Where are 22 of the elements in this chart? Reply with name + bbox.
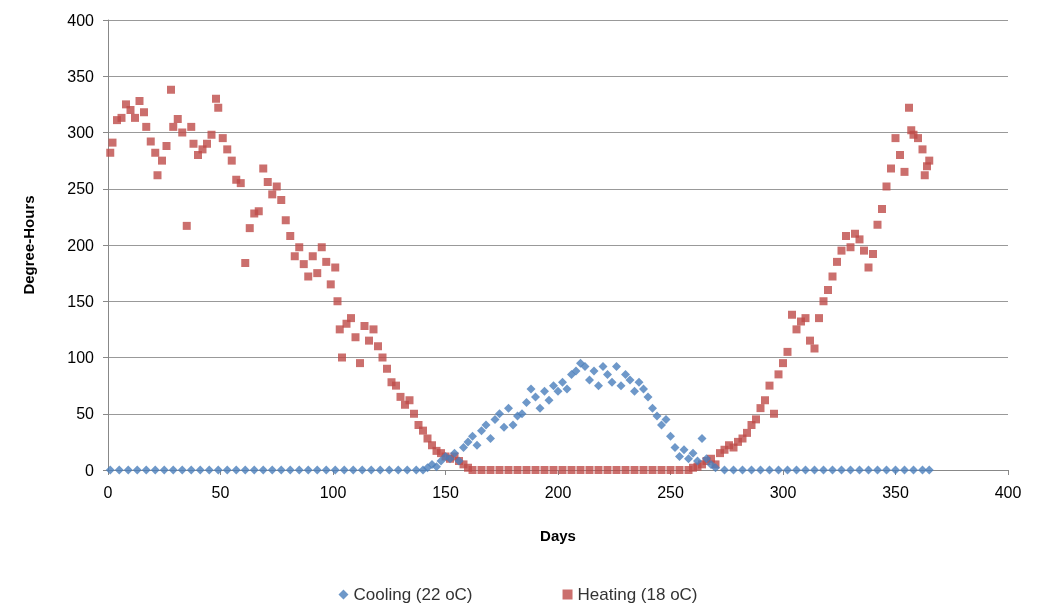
x-tick-label: 350 bbox=[882, 483, 909, 501]
x-tick-label: 50 bbox=[211, 483, 230, 501]
x-tick-label: 250 bbox=[657, 483, 684, 501]
legend-label: Cooling (22 oC) bbox=[353, 585, 473, 604]
y-tick-label: 100 bbox=[67, 349, 95, 366]
y-axis-title: Degree-Hours bbox=[20, 195, 37, 295]
y-tick-label: 400 bbox=[67, 11, 95, 29]
x-tick-label: 300 bbox=[769, 483, 797, 501]
y-tick-label: 250 bbox=[67, 180, 95, 198]
y-tick-label: 150 bbox=[67, 292, 95, 310]
y-tick-label: 0 bbox=[85, 461, 95, 479]
x-tick-label: 0 bbox=[103, 483, 113, 501]
x-tick-label: 200 bbox=[544, 483, 572, 501]
x-axis-title: Days bbox=[540, 527, 576, 544]
y-tick-label: 200 bbox=[67, 236, 95, 254]
legend-label: Heating (18 oC) bbox=[577, 585, 698, 604]
y-tick-label: 50 bbox=[76, 405, 95, 423]
y-tick-label: 350 bbox=[67, 67, 95, 85]
y-tick-label: 300 bbox=[67, 124, 95, 141]
x-tick-label: 400 bbox=[994, 483, 1022, 501]
x-tick-label: 150 bbox=[432, 483, 459, 501]
x-tick-label: 100 bbox=[319, 483, 347, 501]
